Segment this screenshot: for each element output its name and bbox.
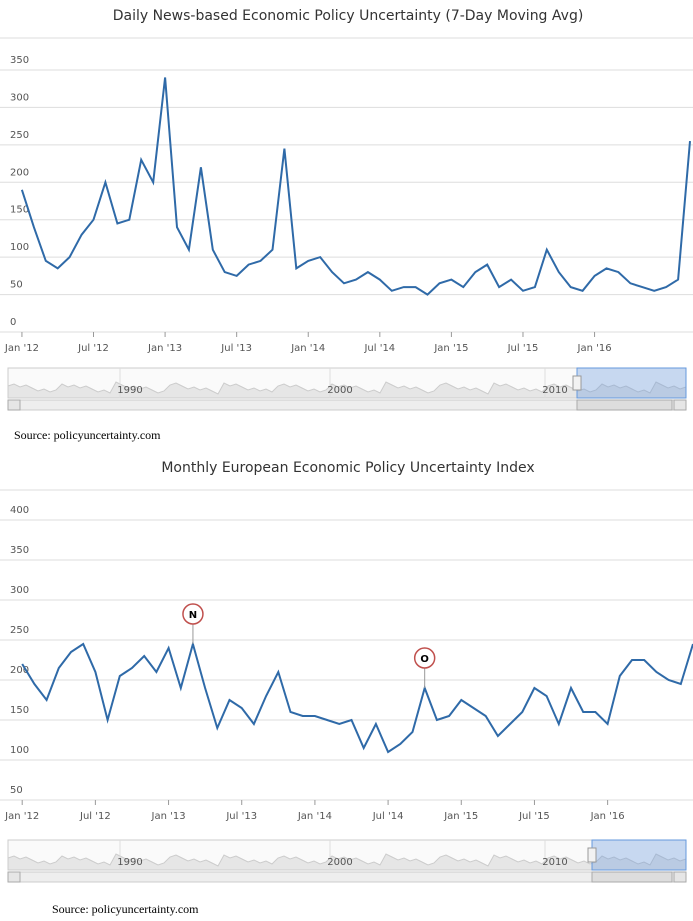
navigator-label: 2010 xyxy=(542,385,567,396)
x-tick-label: Jul '12 xyxy=(79,811,111,822)
x-tick-label: Jan '15 xyxy=(443,811,478,822)
x-tick-label: Jul '13 xyxy=(225,811,257,822)
navigator-area xyxy=(7,853,687,871)
flag-label: N xyxy=(189,610,197,621)
x-tick-label: Jan '12 xyxy=(4,343,39,354)
source: Source: policyuncertainty.com xyxy=(14,428,161,442)
x-tick-label: Jan '12 xyxy=(4,811,39,822)
x-tick-label: Jan '15 xyxy=(433,343,468,354)
navigator-label: 2010 xyxy=(542,857,567,868)
y-tick-label: 100 xyxy=(10,242,29,253)
x-tick-label: Jan '16 xyxy=(590,811,625,822)
y-tick-label: 100 xyxy=(10,745,29,756)
flag xyxy=(182,603,204,625)
x-tick-label: Jul '14 xyxy=(363,343,395,354)
y-tick-label: 200 xyxy=(10,167,29,178)
y-tick-label: 250 xyxy=(10,625,29,636)
navigator-label: 1990 xyxy=(117,857,142,868)
navigator-selection[interactable] xyxy=(576,367,687,399)
x-tick-label: Jan '14 xyxy=(297,811,332,822)
x-tick-label: Jul '14 xyxy=(372,811,404,822)
y-tick-label: 350 xyxy=(10,55,29,66)
scrollbar xyxy=(7,871,687,883)
flag xyxy=(413,647,436,669)
scrollbar-thumb[interactable] xyxy=(576,399,673,411)
navigator-handle[interactable] xyxy=(587,847,597,863)
y-tick-label: 150 xyxy=(10,205,29,216)
navigator-label: 2000 xyxy=(327,385,352,396)
y-tick-label: 300 xyxy=(10,92,29,103)
x-tick-label: Jul '13 xyxy=(220,343,252,354)
y-tick-label: 350 xyxy=(10,545,29,556)
y-tick-label: 300 xyxy=(10,585,29,596)
chart-title: Daily News-based Economic Policy Uncerta… xyxy=(113,8,584,24)
y-tick-label: 400 xyxy=(10,505,29,516)
x-tick-label: Jul '15 xyxy=(518,811,550,822)
x-tick-label: Jan '13 xyxy=(147,343,182,354)
y-tick-label: 150 xyxy=(10,705,29,716)
navigator-label: 1990 xyxy=(117,385,142,396)
x-tick-label: Jul '15 xyxy=(507,343,539,354)
x-tick-label: Jan '16 xyxy=(577,343,612,354)
y-tick-label: 50 xyxy=(10,280,23,291)
series-line xyxy=(20,77,691,296)
navigator-label: 2000 xyxy=(327,857,352,868)
y-tick-label: 250 xyxy=(10,130,29,141)
flag-label: O xyxy=(420,654,429,665)
navigator-selection[interactable] xyxy=(591,839,687,871)
y-tick-label: 50 xyxy=(10,785,23,796)
x-tick-label: Jul '12 xyxy=(77,343,109,354)
navigator-handle[interactable] xyxy=(572,375,582,391)
source: Source: policyuncertainty.com xyxy=(52,902,199,916)
y-tick-label: 200 xyxy=(10,665,29,676)
scroll-left[interactable] xyxy=(7,399,21,411)
y-tick-label: 0 xyxy=(10,317,16,328)
x-tick-label: Jan '14 xyxy=(290,343,325,354)
series-line xyxy=(21,640,693,754)
navigator-area xyxy=(7,381,687,399)
chart-title: Monthly European Economic Policy Uncerta… xyxy=(161,460,534,476)
scroll-left[interactable] xyxy=(7,871,21,883)
scrollbar-thumb[interactable] xyxy=(591,871,673,883)
x-tick-label: Jan '13 xyxy=(151,811,186,822)
scroll-right[interactable] xyxy=(673,871,687,883)
scroll-right[interactable] xyxy=(673,399,687,411)
